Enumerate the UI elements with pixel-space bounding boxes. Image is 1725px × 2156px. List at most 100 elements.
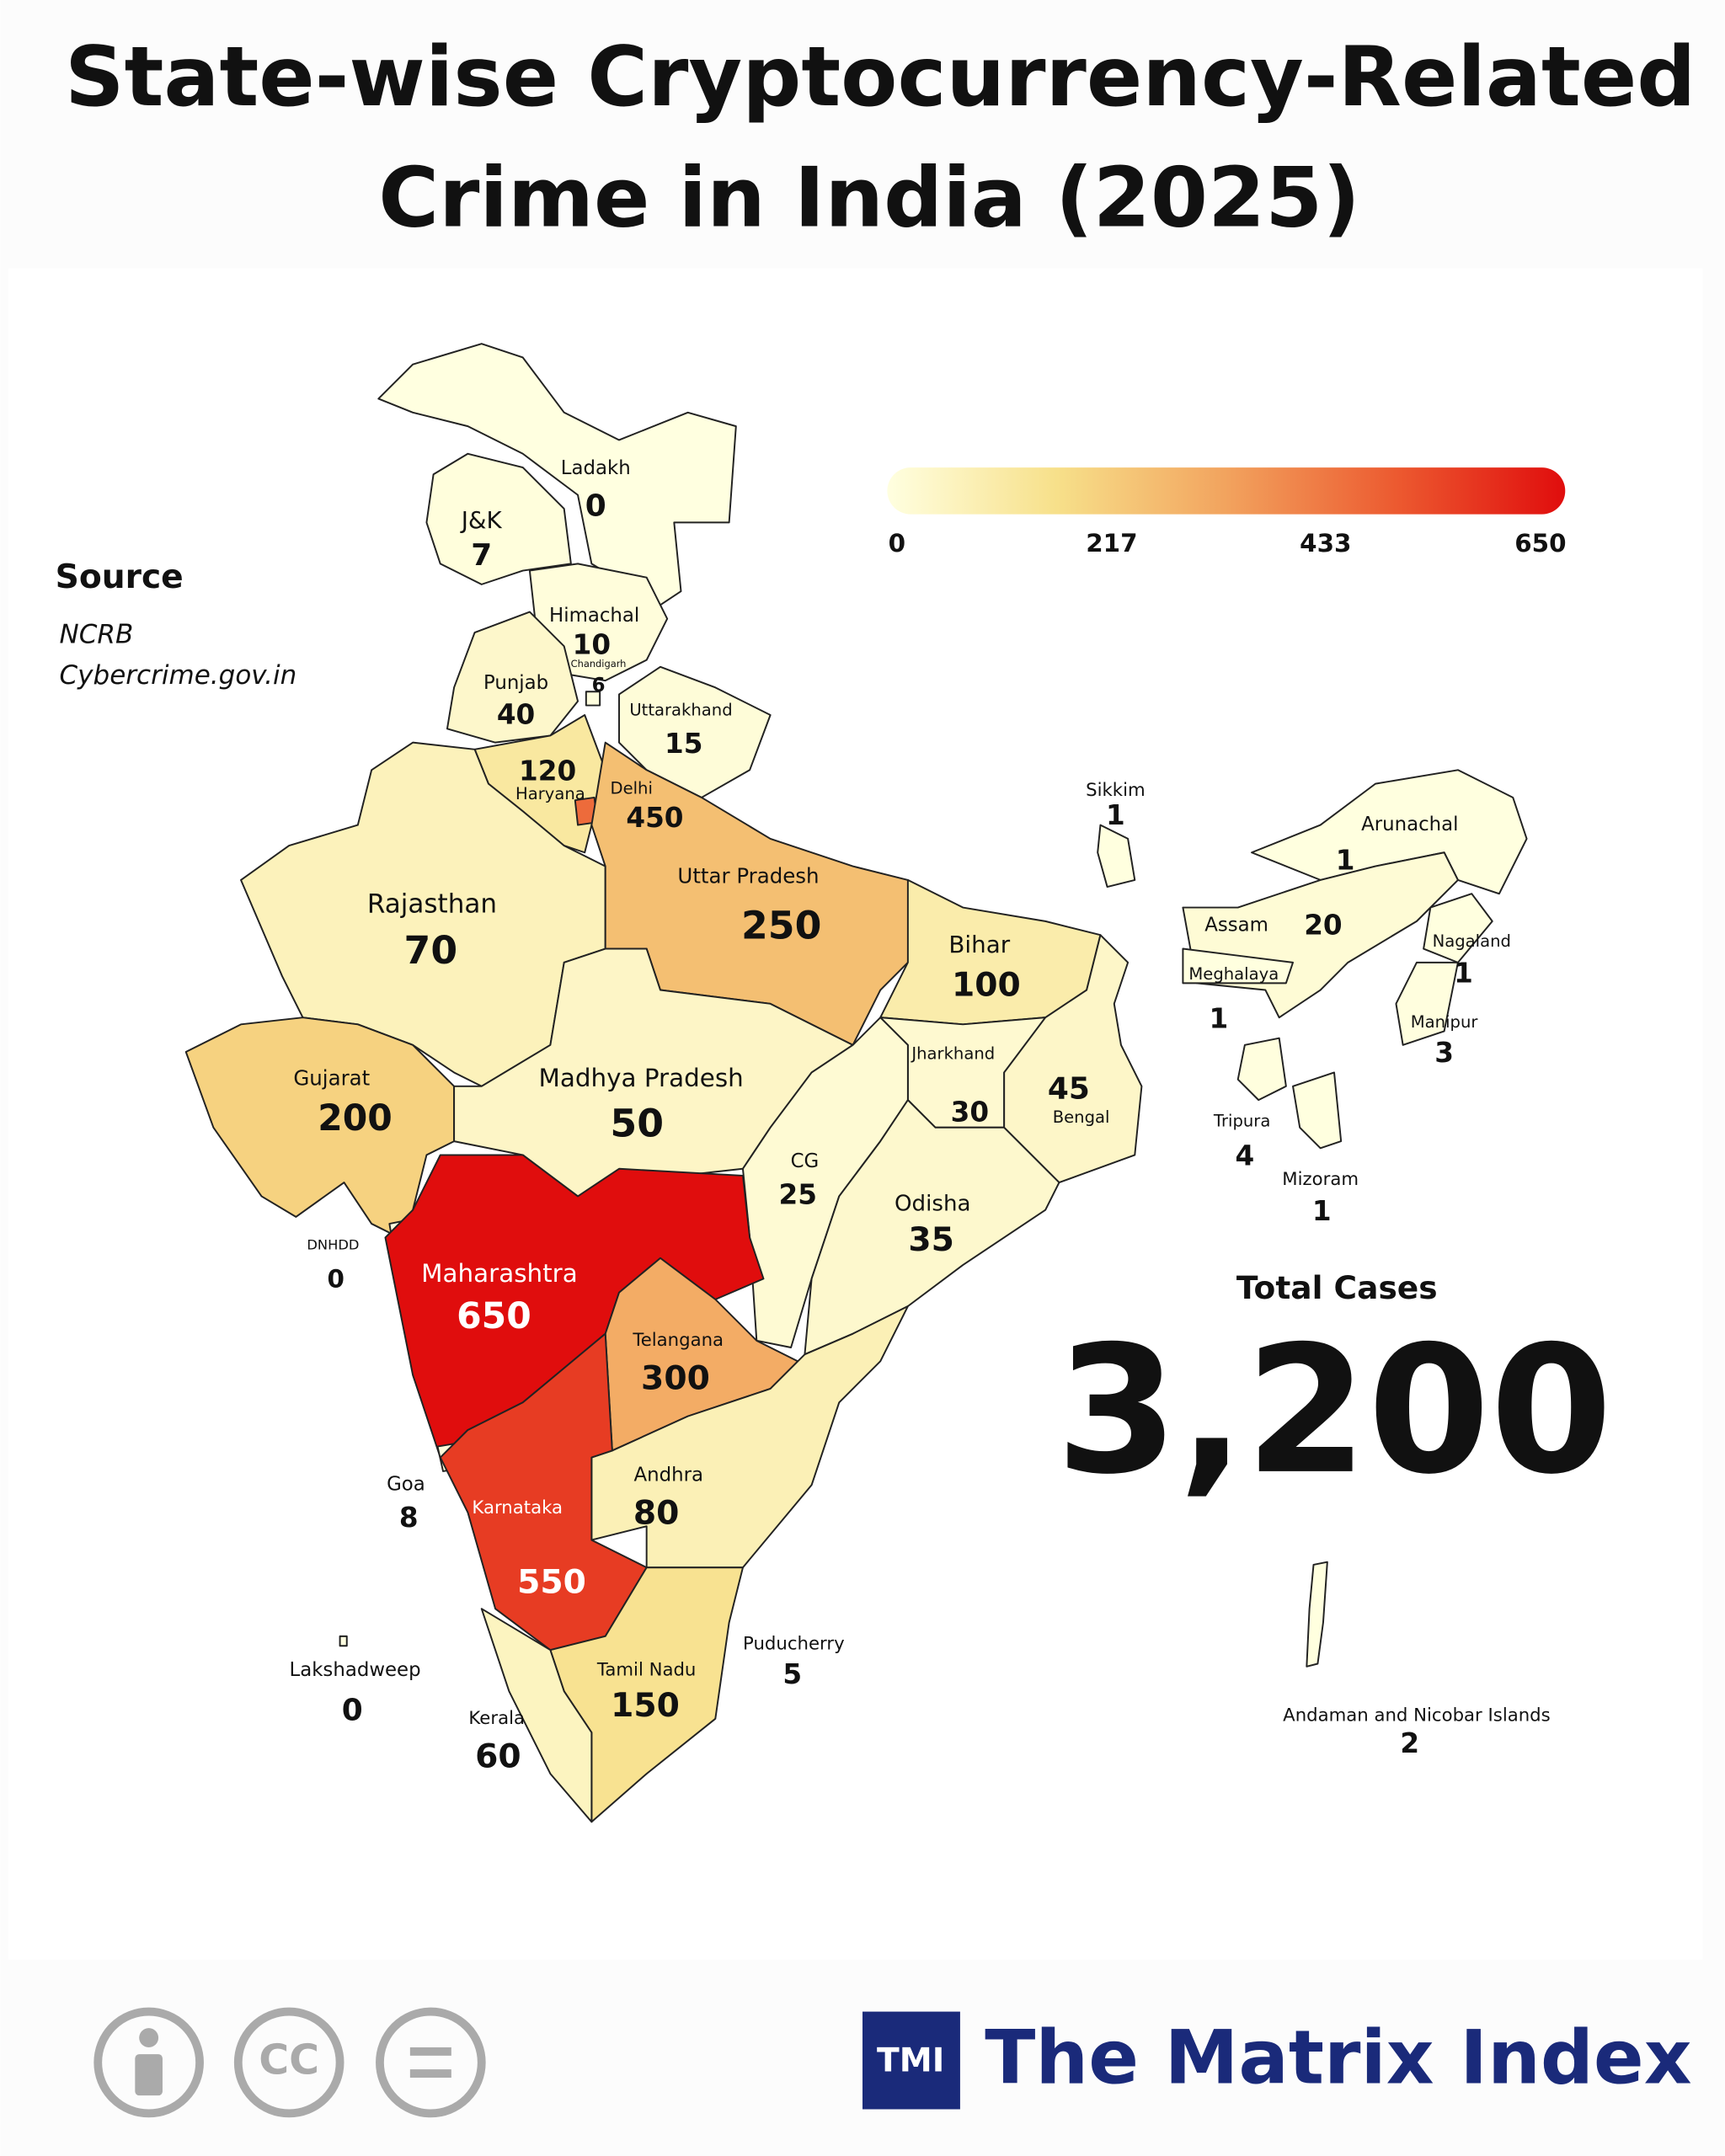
region	[1097, 824, 1136, 889]
by-icon	[93, 2007, 204, 2118]
region-value: 550	[517, 1563, 586, 1601]
region-value: 2	[1400, 1727, 1419, 1759]
region-name: Ladakh	[561, 457, 631, 479]
region-value: 1	[1106, 799, 1125, 831]
region-name: DNHDD	[307, 1237, 359, 1253]
region-value: 0	[585, 488, 606, 523]
region	[585, 691, 601, 707]
region-value: 1	[1336, 845, 1355, 877]
region-value: 200	[318, 1098, 393, 1139]
color-tick-label: 650	[1514, 529, 1566, 558]
region-name: J&K	[460, 506, 503, 534]
region	[618, 665, 772, 798]
region-name: Punjab	[483, 672, 548, 694]
region-value: 1	[1209, 1002, 1228, 1034]
region-name: Madhya Pradesh	[539, 1064, 744, 1092]
color-tick-label: 433	[1300, 529, 1351, 558]
region-name: CG	[791, 1150, 820, 1172]
region-name: Gujarat	[293, 1066, 370, 1091]
region	[590, 741, 923, 1046]
region-value: 150	[611, 1687, 680, 1725]
region	[184, 1017, 456, 1239]
region-name: Meghalaya	[1188, 964, 1279, 984]
region-name: Bengal	[1053, 1107, 1110, 1127]
region-value: 1	[1454, 958, 1473, 990]
region-name: Tripura	[1213, 1112, 1270, 1131]
region-name: Goa	[387, 1474, 425, 1496]
region-name: Manipur	[1411, 1012, 1479, 1032]
region-value: 40	[497, 699, 535, 731]
region-name: Uttarakhand	[629, 701, 732, 720]
region-name: Himachal	[549, 605, 639, 627]
source-heading: Source	[56, 558, 184, 596]
region-name: Mizoram	[1282, 1169, 1359, 1190]
region	[1395, 961, 1459, 1046]
region-name: Bihar	[948, 931, 1010, 958]
license-icons	[93, 2007, 486, 2118]
region-value: 5	[782, 1658, 802, 1690]
region-value: 60	[475, 1738, 521, 1776]
region-name: Telangana	[632, 1330, 724, 1351]
region-value: 6	[592, 675, 606, 696]
region-name: Assam	[1204, 914, 1268, 936]
region-value: 7	[471, 538, 492, 573]
color-ticks: 0 217 433 650	[889, 529, 1567, 558]
region-name: Sikkim	[1086, 780, 1146, 801]
region-value: 120	[519, 755, 576, 787]
region	[377, 343, 737, 606]
region-value: 300	[641, 1360, 710, 1398]
region-name: Haryana	[515, 784, 585, 803]
map-labels: Ladakh0J&K7Himachal10Chandigarh6Punjab40…	[289, 457, 1550, 1775]
region-value: 50	[610, 1102, 664, 1146]
region-value: 3	[1434, 1037, 1454, 1069]
region	[339, 1635, 348, 1647]
region-value: 0	[342, 1694, 363, 1728]
region	[1236, 1037, 1287, 1102]
region-value: 35	[908, 1221, 954, 1259]
cc-icon	[233, 2007, 344, 2118]
region	[480, 1608, 593, 1823]
region	[1182, 947, 1295, 985]
region-name: Tamil Nadu	[596, 1660, 696, 1681]
color-tick-label: 0	[889, 529, 905, 558]
nd-icon	[376, 2007, 486, 2118]
region-name: Nagaland	[1433, 931, 1511, 951]
region-name: Maharashtra	[421, 1259, 578, 1288]
region-value: 0	[327, 1264, 344, 1293]
region-name: Arunachal	[1361, 814, 1458, 835]
region-name: Karnataka	[472, 1497, 563, 1518]
region	[425, 452, 572, 585]
region-value: 250	[741, 904, 821, 948]
source-item: NCRB	[60, 619, 134, 649]
title: State-wise Cryptocurrency-Related	[65, 29, 1696, 125]
region-name: Andaman and Nicobar Islands	[1283, 1705, 1551, 1726]
region	[1423, 893, 1493, 963]
logo-text: TMI	[877, 2041, 944, 2079]
logo-box	[862, 2011, 960, 2110]
region-value: 80	[633, 1495, 680, 1533]
total-heading: Total Cases	[1236, 1269, 1438, 1306]
region-value: 45	[1048, 1072, 1090, 1107]
region-name: Lakshadweep	[289, 1659, 420, 1681]
region-name: Rajasthan	[367, 889, 497, 919]
region-value: 30	[951, 1096, 989, 1128]
region-value: 1	[1312, 1195, 1332, 1227]
region-name: Chandigarh	[571, 658, 627, 670]
map	[184, 343, 1528, 1823]
region	[1306, 1561, 1328, 1668]
region-value: 650	[457, 1296, 531, 1337]
region-value: 100	[952, 967, 1021, 1005]
region-value: 15	[665, 728, 702, 760]
region-value: 450	[626, 802, 683, 834]
source-item: Cybercrime.gov.in	[60, 660, 297, 691]
region-value: 10	[573, 628, 611, 660]
brand: The Matrix Index	[985, 2014, 1691, 2100]
region	[439, 1332, 648, 1652]
region-name: Delhi	[611, 779, 653, 798]
region-value: 25	[779, 1178, 817, 1210]
region-name: Jharkhand	[910, 1044, 995, 1064]
color-tick-label: 217	[1086, 529, 1137, 558]
region-name: Puducherry	[743, 1634, 845, 1655]
